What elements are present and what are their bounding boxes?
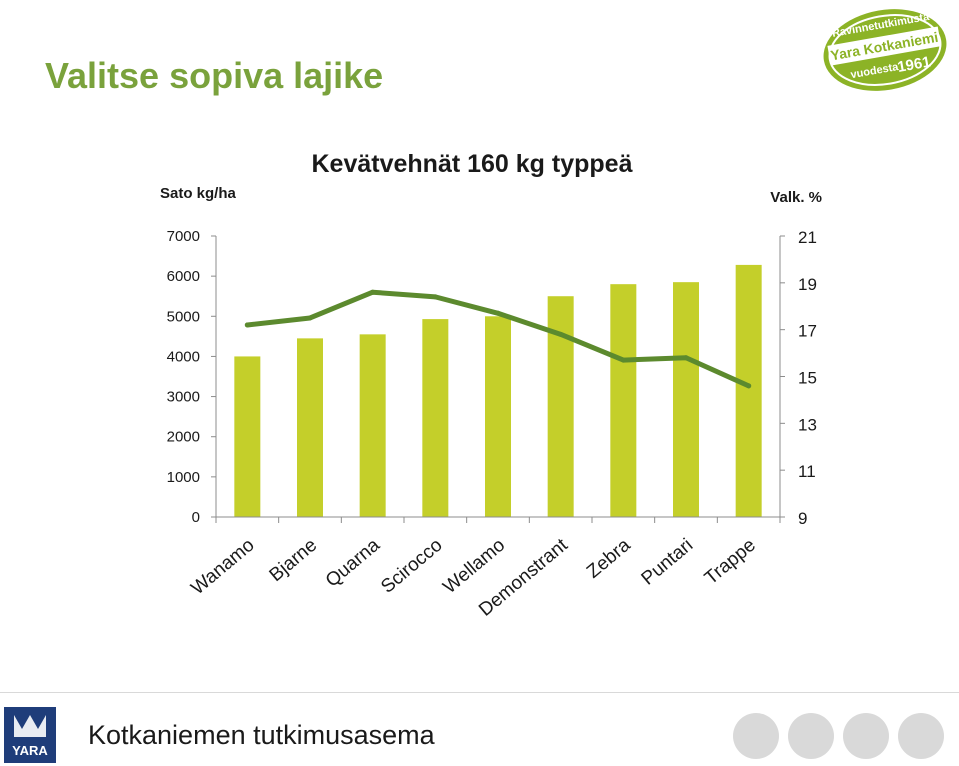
line-point: [370, 289, 376, 295]
nav-circle[interactable]: [788, 713, 834, 759]
y-tick-label-right: 21: [798, 228, 817, 247]
y-tick-label-left: 1000: [167, 469, 200, 486]
y-tick-label-right: 11: [798, 462, 816, 481]
y-axis-label-right: Valk. %: [770, 189, 822, 206]
logo-year: 1961: [896, 53, 932, 76]
y-tick-label-left: 5000: [167, 308, 200, 325]
bar: [610, 284, 637, 517]
line-point: [746, 383, 752, 389]
line-point: [495, 310, 501, 316]
x-tick-label: Wanamo: [187, 535, 258, 600]
y-tick-label-left: 6000: [167, 268, 200, 285]
footer-text: Kotkaniemen tutkimusasema: [88, 720, 435, 750]
nav-circle[interactable]: [843, 713, 889, 759]
bar: [735, 264, 762, 517]
line-point: [620, 357, 626, 363]
x-tick-label: Trappe: [701, 535, 760, 589]
y-tick-label-left: 2000: [167, 429, 200, 446]
bar: [359, 334, 386, 517]
line-point: [432, 294, 438, 300]
y-tick-label-left: 7000: [167, 228, 200, 245]
bar: [422, 319, 449, 517]
chart: Kevätvehnät 160 kg typpeä Sato kg/ha Val…: [160, 150, 822, 621]
x-tick-label: Puntari: [638, 535, 698, 590]
y-axis-label-left: Sato kg/ha: [160, 185, 237, 202]
nav-circle[interactable]: [733, 713, 779, 759]
line-point: [683, 355, 689, 361]
x-tick-label: Scirocco: [377, 535, 446, 598]
y-tick-label-right: 17: [798, 322, 817, 341]
y-tick-label-left: 0: [192, 509, 200, 526]
chart-title: Kevätvehnät 160 kg typpeä: [312, 150, 633, 178]
line-point: [558, 331, 564, 337]
yara-logo-text: YARA: [12, 743, 48, 758]
nav-circle[interactable]: [898, 713, 944, 759]
y-tick-label-right: 13: [798, 415, 817, 434]
y-tick-label-left: 4000: [167, 348, 200, 365]
bar: [234, 356, 261, 517]
footer-divider: [0, 692, 959, 693]
y-tick-label-right: 9: [798, 509, 807, 528]
yara-kotkaniemi-logo: Ravinnetutkimusta Yara Kotkaniemi vuodes…: [823, 9, 947, 91]
bar: [297, 338, 323, 517]
y-tick-label-left: 3000: [167, 389, 200, 406]
bar: [485, 316, 511, 517]
line-point: [244, 322, 250, 328]
x-tick-label: Quarna: [322, 534, 384, 591]
y-tick-label-right: 15: [798, 369, 817, 388]
yara-logo: YARA: [4, 707, 56, 763]
y-tick-label-right: 19: [798, 275, 817, 294]
x-tick-label: Bjarne: [266, 535, 322, 586]
slide-title: Valitse sopiva lajike: [45, 55, 384, 96]
x-tick-label: Zebra: [583, 534, 635, 582]
line-point: [307, 315, 313, 321]
bar: [673, 282, 699, 517]
